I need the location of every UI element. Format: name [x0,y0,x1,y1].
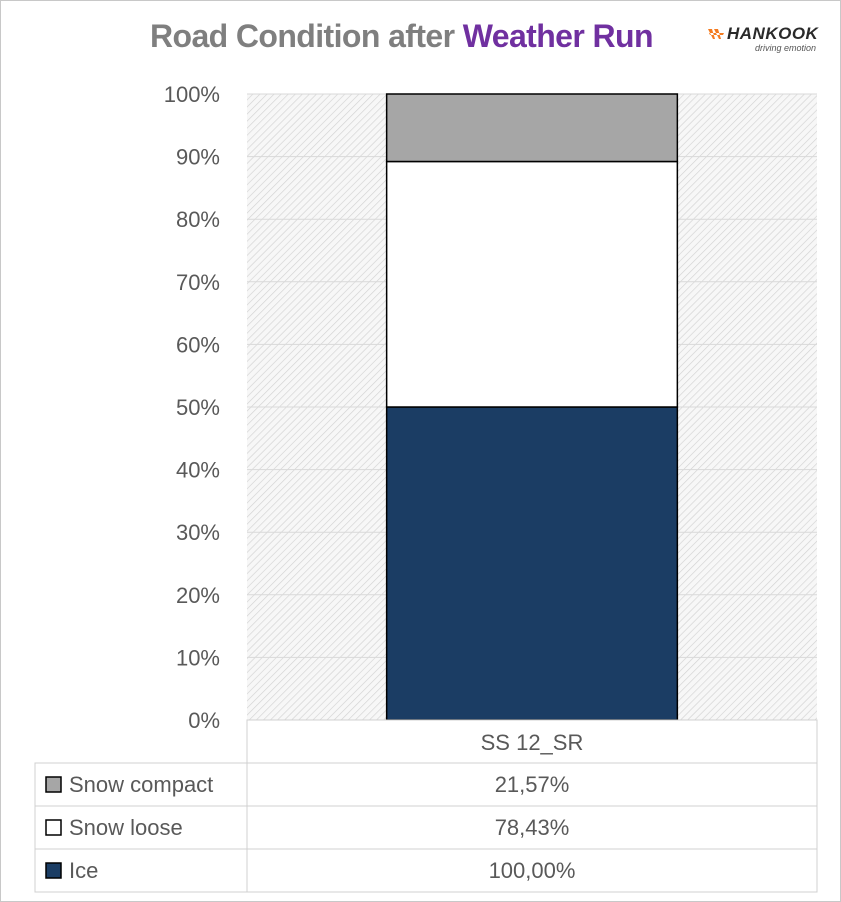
y-tick-label: 10% [176,645,220,670]
y-tick-label: 60% [176,332,220,357]
data-label: 100,00% [489,858,576,883]
logo-brand: HANKOOK [727,24,819,43]
y-tick-label: 50% [176,395,220,420]
bars [385,93,679,721]
data-table: SS 12_SR Snow compact 21,57% Snow loose 78,4… [34,719,818,893]
legend-label: Snow compact [69,772,213,797]
y-tick-label: 90% [176,145,220,170]
y-tick-label: 20% [176,583,220,608]
bar-segment-snow-compact [385,93,679,163]
bar-segment-snow-loose [385,160,679,408]
title-part-2: Weather Run [462,18,654,54]
legend-label: Snow loose [69,815,183,840]
hankook-logo: HANKOOK driving emotion [707,24,827,56]
y-tick-label: 40% [176,458,220,483]
y-tick-label: 30% [176,520,220,545]
y-tick-label: 0% [188,708,220,733]
data-label: 21,57% [495,772,570,797]
y-axis-ticks: 0% 10% 20% 30% 40% 50% 60% 70% 80% 90% 100% [164,82,220,733]
table-header-cell [246,719,818,764]
y-tick-label: 70% [176,270,220,295]
logo-tagline: driving emotion [755,43,817,53]
legend-swatch [45,819,62,836]
legend-swatch [45,776,62,793]
table-body [34,762,818,893]
data-label: 78,43% [495,815,570,840]
legend-swatch [45,862,62,879]
y-tick-label: 100% [164,82,220,107]
y-tick-label: 80% [176,207,220,232]
chart-title: Road Condition after Weather Run [150,18,654,62]
bar-segment-ice [385,406,679,721]
title-part-1: Road Condition after [150,18,455,54]
legend-label: Ice [69,858,98,883]
hankook-logo-icon [708,29,724,39]
category-label: SS 12_SR [481,730,584,755]
